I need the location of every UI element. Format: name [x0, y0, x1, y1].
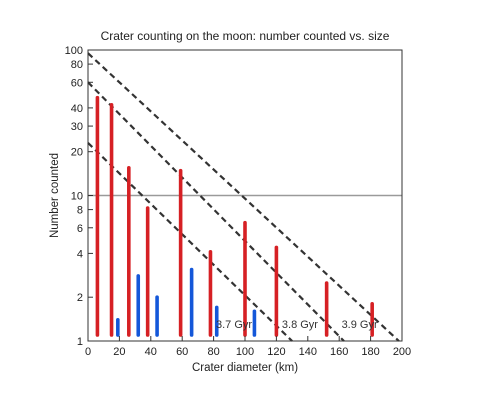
- y-tick-label: 30: [71, 121, 83, 133]
- y-tick-label: 10: [71, 191, 83, 203]
- y-tick-label: 4: [77, 248, 83, 260]
- x-tick-label: 120: [267, 346, 285, 358]
- chart-title: Crater counting on the moon: number coun…: [101, 29, 390, 43]
- isochron-label-1: 3.7 Gyr: [216, 319, 252, 331]
- x-tick-label: 0: [85, 346, 91, 358]
- x-tick-label: 200: [393, 346, 411, 358]
- y-tick-label: 6: [77, 223, 83, 235]
- isochron-line-3: [87, 52, 400, 342]
- x-tick-label: 100: [236, 346, 254, 358]
- isochron-label-2: 3.8 Gyr: [282, 319, 318, 331]
- isochron-line-2: [87, 81, 345, 342]
- x-tick-label: 20: [113, 346, 125, 358]
- axes: [87, 49, 403, 342]
- isochron-label-3: 3.9 Gyr: [342, 319, 378, 331]
- y-tick-label: 2: [77, 292, 83, 304]
- x-tick-label: 80: [207, 346, 219, 358]
- tick-labels: 0 20 40 60 80 100 120 140 160 180 200 1 2 4 6 8 10 20 30 40…: [65, 45, 412, 358]
- y-axis-title: Number counted: [49, 153, 61, 238]
- x-tick-label: 60: [176, 346, 188, 358]
- bar-marks: [95, 95, 374, 337]
- x-tick-label: 180: [361, 346, 379, 358]
- isochron-line-1: [87, 142, 293, 342]
- isochron-labels: 3.7 Gyr 3.8 Gyr 3.9 Gyr: [216, 319, 378, 331]
- x-axis-title: Crater diameter (km): [192, 362, 298, 374]
- y-tick-label: 8: [77, 205, 83, 217]
- isochron-lines: [87, 52, 400, 342]
- y-tick-label: 100: [65, 45, 83, 57]
- y-tick-label: 1: [77, 336, 83, 348]
- x-tick-label: 160: [330, 346, 348, 358]
- x-tick-label: 140: [299, 346, 317, 358]
- y-tick-label: 60: [71, 77, 83, 89]
- y-tick-label: 20: [71, 147, 83, 159]
- x-tick-label: 40: [145, 346, 157, 358]
- y-tick-label: 40: [71, 103, 83, 115]
- y-tick-label: 80: [71, 59, 83, 71]
